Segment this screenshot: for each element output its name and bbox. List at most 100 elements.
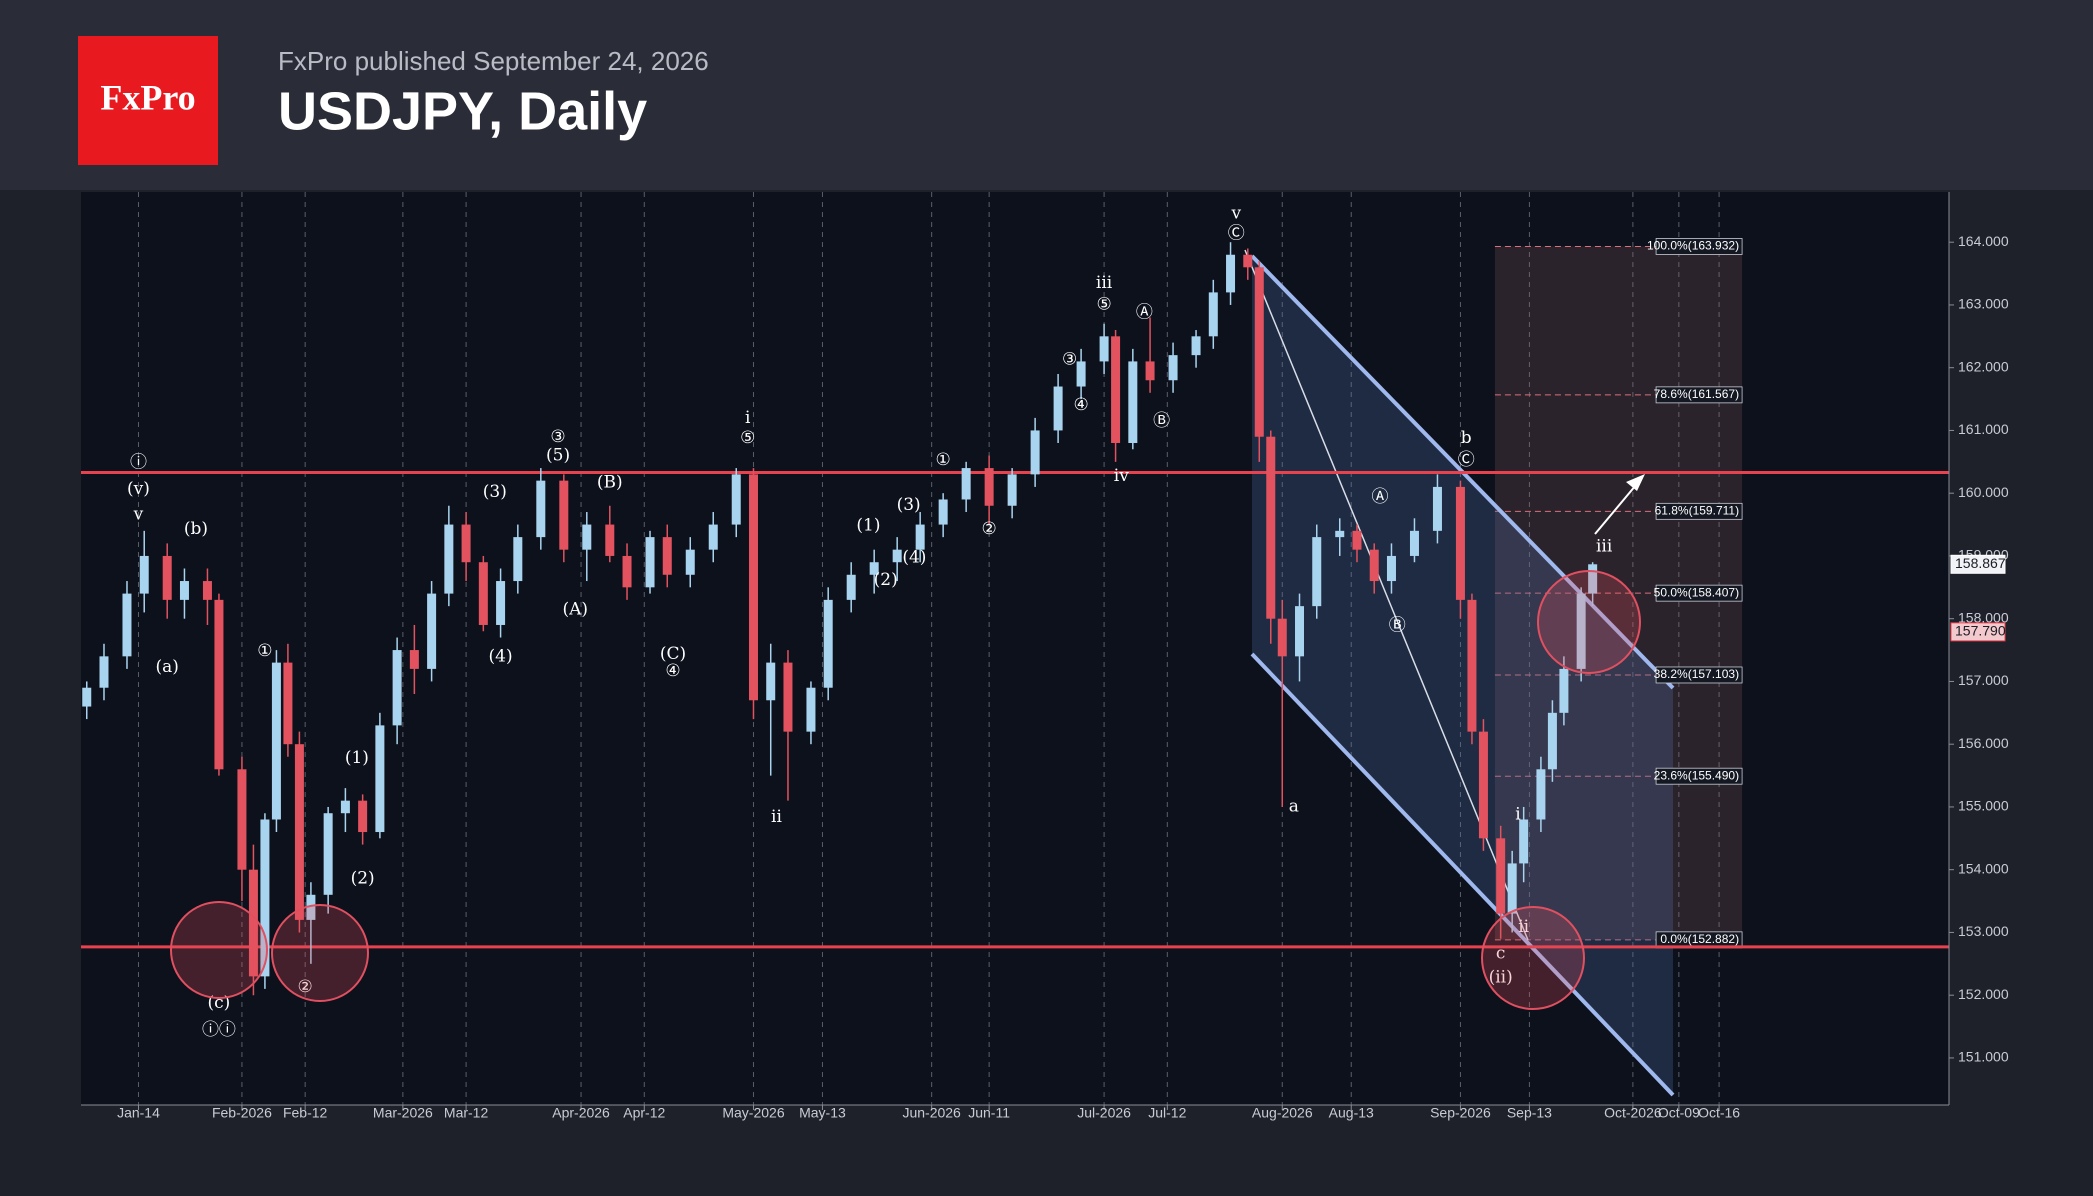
fib-label: 61.8%(159.711) bbox=[1655, 504, 1740, 518]
fib-label-box bbox=[1655, 584, 1743, 602]
logo: FxPro bbox=[100, 77, 195, 117]
candle-body bbox=[662, 537, 672, 575]
x-tick-label: Oct-09 bbox=[1658, 1105, 1700, 1121]
candle-body bbox=[1588, 564, 1598, 594]
y-tick-label: 153.000 bbox=[1958, 923, 2009, 939]
candle-body bbox=[1386, 555, 1396, 582]
channel-fill bbox=[1252, 256, 1673, 1095]
plot-area bbox=[81, 192, 1949, 1105]
x-tick-label: May-2026 bbox=[722, 1105, 784, 1121]
over-layer: 100.0%(163.932) 78.6%(161.567) 61.8%(159.7… bbox=[81, 203, 1949, 1040]
candle-body bbox=[237, 769, 247, 870]
wave-label: v bbox=[1230, 203, 1241, 223]
candle-body bbox=[1496, 838, 1506, 914]
candle-body bbox=[283, 662, 293, 745]
candle-body bbox=[1226, 254, 1236, 293]
candle-body bbox=[461, 524, 471, 563]
candle-body bbox=[323, 813, 333, 895]
x-tick-label: Jul-2026 bbox=[1077, 1105, 1131, 1121]
candle-body bbox=[1519, 819, 1529, 864]
y-tick-label: 163.000 bbox=[1958, 296, 2009, 312]
candle-body bbox=[1432, 486, 1442, 531]
candle-body bbox=[1536, 769, 1546, 820]
candle-body bbox=[513, 537, 523, 582]
x-tick-label: Mar-2026 bbox=[373, 1105, 433, 1121]
candle-body bbox=[806, 687, 816, 732]
wave-label: (2) bbox=[351, 869, 375, 889]
x-tick-label: Oct-2026 bbox=[1604, 1105, 1662, 1121]
channel-line bbox=[1250, 652, 1675, 1097]
wave-label: ① bbox=[936, 450, 951, 470]
x-tick-label: Aug-2026 bbox=[1252, 1105, 1313, 1121]
wave-label: i bbox=[1515, 805, 1521, 825]
wave-label: ii bbox=[771, 807, 782, 827]
wave-label: ③ bbox=[1062, 350, 1077, 370]
candle-body bbox=[766, 662, 776, 701]
highlight-circle bbox=[1481, 906, 1585, 1010]
x-tick-label: Mar-12 bbox=[444, 1105, 489, 1121]
wave-label: ④ bbox=[665, 661, 680, 681]
wave-label: ⑤ bbox=[1096, 294, 1111, 314]
wave-label: ① bbox=[257, 641, 272, 661]
candle-body bbox=[248, 869, 258, 977]
candle-body bbox=[1099, 336, 1109, 362]
wave-label: ③ bbox=[550, 427, 565, 447]
candle-body bbox=[605, 524, 615, 556]
price-tag-label: 157.790 bbox=[1955, 623, 2006, 639]
highlight-circle bbox=[271, 904, 369, 1002]
candle-body bbox=[1030, 430, 1040, 475]
wave-label: (2) bbox=[874, 570, 898, 590]
candle-body bbox=[306, 894, 316, 920]
wave-label: ② bbox=[298, 977, 313, 997]
candle-body bbox=[823, 599, 833, 688]
x-tick-label: Apr-2026 bbox=[552, 1105, 610, 1121]
wave-label: iv bbox=[1114, 466, 1129, 486]
wave-label: (1) bbox=[856, 515, 880, 535]
candle-body bbox=[1559, 668, 1569, 713]
candle-body bbox=[179, 581, 189, 600]
candle-body bbox=[1254, 267, 1264, 437]
wave-label: iii bbox=[1096, 273, 1113, 293]
y-tick-label: 160.000 bbox=[1958, 484, 2009, 500]
candle-body bbox=[392, 650, 402, 726]
chart-title: USDJPY, Daily bbox=[278, 81, 647, 141]
y-tick-label: 164.000 bbox=[1958, 233, 2009, 249]
candle-body bbox=[961, 468, 971, 500]
fib-label: 100.0%(163.932) bbox=[1647, 239, 1739, 253]
fib-label: 50.0%(158.407) bbox=[1654, 585, 1739, 599]
x-tick-label: Feb-2026 bbox=[212, 1105, 272, 1121]
x-tick-label: Jul-12 bbox=[1148, 1105, 1186, 1121]
candle-body bbox=[731, 474, 741, 525]
candle-body bbox=[892, 549, 902, 563]
candle-body bbox=[496, 581, 506, 625]
y-tick-label: 154.000 bbox=[1958, 860, 2009, 876]
candle-body bbox=[783, 662, 793, 732]
wave-label: (5) bbox=[546, 446, 570, 466]
wave-label: c bbox=[1496, 943, 1506, 963]
fib-label-box bbox=[1655, 386, 1743, 404]
y-tick-label: 161.000 bbox=[1958, 421, 2009, 437]
candle-body bbox=[1455, 486, 1465, 600]
x-tick-label: May-13 bbox=[799, 1105, 846, 1121]
highlight-circle bbox=[170, 901, 268, 999]
wave-label: ⑤ bbox=[740, 428, 755, 448]
wave-label: (3) bbox=[483, 482, 507, 502]
y-tick-label: 157.000 bbox=[1958, 672, 2009, 688]
wave-label: b bbox=[1461, 428, 1472, 448]
candle-body bbox=[1053, 386, 1063, 431]
wave-label: ② bbox=[982, 519, 997, 539]
arrow-shaft bbox=[1594, 484, 1637, 535]
candle-body bbox=[122, 593, 132, 657]
candle-body bbox=[1295, 606, 1305, 657]
wave-label: Ⓐ bbox=[1136, 303, 1153, 323]
wave-label: Ⓐ bbox=[1371, 487, 1388, 507]
wave-label: i bbox=[745, 408, 751, 428]
price-tag bbox=[1950, 554, 2006, 574]
wave-label: (a) bbox=[156, 657, 179, 677]
candle-body bbox=[1547, 712, 1557, 770]
wave-label: (C) bbox=[660, 644, 686, 664]
logo-box bbox=[78, 36, 218, 165]
candle-body bbox=[645, 537, 655, 588]
candle-body bbox=[708, 524, 718, 550]
fib-label: 38.2%(157.103) bbox=[1654, 667, 1739, 681]
